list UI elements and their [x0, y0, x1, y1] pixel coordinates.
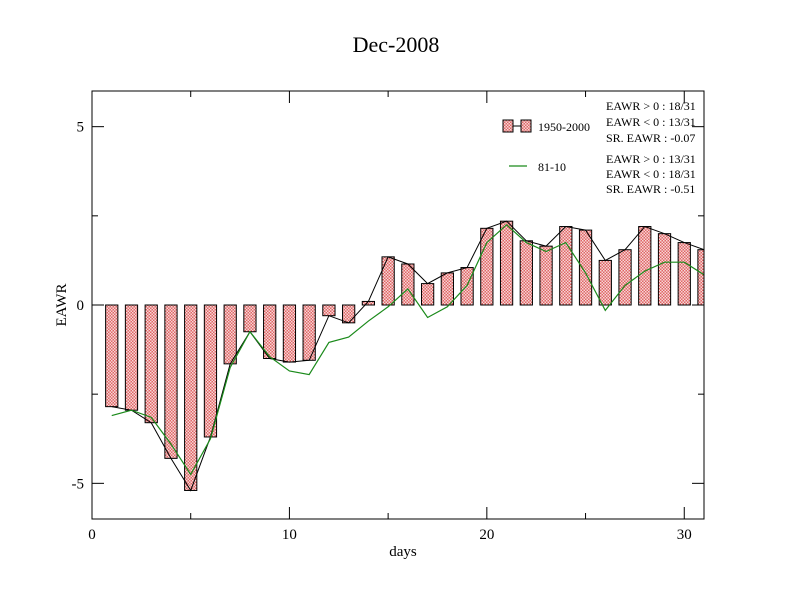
legend-label-81-10: 81-10	[538, 160, 566, 174]
y-axis-label: EAWR	[54, 284, 70, 327]
y-tick-label: 5	[77, 120, 85, 136]
x-tick-label: 30	[677, 527, 692, 543]
stat-8110-negative: EAWR < 0 : 18/31	[606, 167, 696, 181]
bar-day-15	[381, 256, 395, 306]
bar-day-31	[697, 249, 704, 306]
legend: 1950-2000 81-10	[502, 119, 590, 174]
stat-8110-positive: EAWR > 0 : 13/31	[606, 152, 696, 166]
bar-day-24	[559, 226, 573, 306]
legend-bar-swatch-right	[520, 119, 532, 133]
bar-day-26	[598, 259, 612, 306]
bar-day-25	[578, 229, 593, 306]
y-tick-label: -5	[72, 476, 85, 492]
bar-series-1950-2000	[105, 220, 704, 491]
x-tick-label: 20	[479, 527, 494, 543]
stat-1950-negative: EAWR < 0 : 13/31	[606, 115, 696, 129]
stat-1950-sr: SR. EAWR : -0.07	[606, 131, 695, 145]
bar-day-10	[282, 304, 297, 363]
bar-day-5	[184, 304, 198, 491]
bar-day-16	[401, 263, 415, 306]
x-tick-label: 10	[282, 527, 297, 543]
bar-day-18	[440, 272, 454, 306]
bar-day-19	[460, 267, 474, 306]
chart-title: Dec-2008	[352, 32, 440, 57]
bar-day-8	[243, 304, 257, 333]
x-axis-label: days	[389, 544, 417, 560]
line-series	[111, 220, 704, 492]
bar-day-20	[480, 227, 494, 306]
y-tick-label: 0	[77, 298, 85, 314]
stat-8110-sr: SR. EAWR : -0.51	[606, 182, 695, 196]
bar-day-3	[144, 304, 158, 424]
tick-labels: 0 10 20 30 -5 0 5	[72, 120, 692, 543]
bar-day-13	[342, 304, 356, 324]
bar-day-21	[499, 220, 514, 306]
bar-day-27	[618, 249, 632, 306]
legend-label-1950-2000: 1950-2000	[538, 120, 590, 134]
bar-series-connector-line	[111, 220, 704, 492]
bar-day-2	[124, 304, 139, 411]
x-tick-label: 0	[88, 527, 96, 543]
bar-day-22	[519, 240, 533, 306]
bar-day-6	[203, 304, 218, 438]
bar-day-30	[677, 242, 691, 306]
stats-annotations: EAWR > 0 : 18/31 EAWR < 0 : 13/31 SR. EA…	[606, 99, 696, 196]
stat-1950-positive: EAWR > 0 : 18/31	[606, 99, 696, 113]
bar-day-17	[420, 283, 435, 306]
plot-frame	[91, 90, 705, 520]
bar-day-29	[657, 233, 672, 306]
bar-day-11	[302, 304, 316, 361]
axis-ticks	[91, 91, 704, 519]
legend-bar-swatch-left	[502, 119, 514, 133]
bar-day-1	[105, 304, 119, 408]
bar-day-7	[223, 304, 237, 365]
bar-day-12	[322, 304, 336, 317]
bar-day-23	[539, 245, 553, 306]
bar-day-4	[164, 304, 178, 459]
bar-day-28	[638, 226, 652, 306]
line-series-81-10	[111, 223, 704, 476]
